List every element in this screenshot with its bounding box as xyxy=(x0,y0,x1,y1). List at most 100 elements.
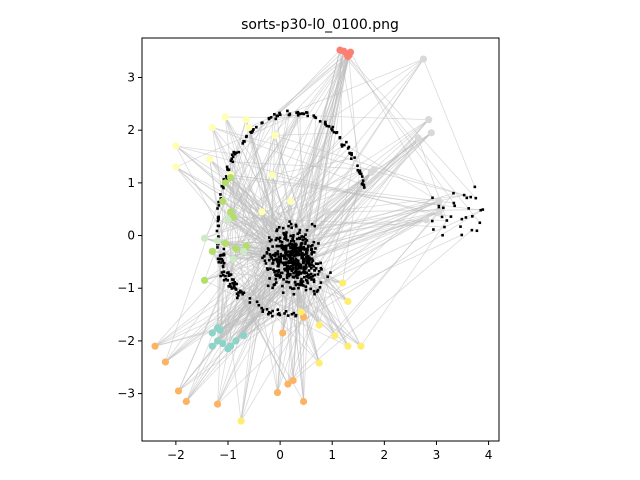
black-point xyxy=(298,231,301,234)
edge-line xyxy=(348,146,440,202)
black-point xyxy=(268,277,271,280)
data-point xyxy=(151,342,159,350)
black-point xyxy=(222,261,226,265)
black-point xyxy=(216,257,220,261)
black-point xyxy=(290,243,293,246)
black-point xyxy=(266,268,270,271)
edge-line xyxy=(175,145,443,218)
black-point xyxy=(296,261,300,264)
black-point xyxy=(361,183,365,186)
black-point xyxy=(283,312,286,315)
edge-line xyxy=(311,137,419,280)
black-point xyxy=(304,247,308,251)
black-point xyxy=(290,312,294,316)
black-point xyxy=(292,259,295,263)
black-point xyxy=(286,314,290,317)
black-point xyxy=(282,255,286,259)
edge-line xyxy=(272,158,352,176)
edge-line xyxy=(230,174,454,204)
edge-line xyxy=(165,267,301,363)
black-point xyxy=(277,226,281,229)
black-point xyxy=(243,140,246,143)
black-point xyxy=(292,249,296,252)
edge-line xyxy=(275,58,424,120)
black-point xyxy=(300,242,303,245)
black-point xyxy=(276,313,280,316)
edge-line xyxy=(274,135,471,198)
black-point xyxy=(282,231,285,235)
black-point xyxy=(270,238,273,242)
black-point xyxy=(285,274,289,277)
black-point xyxy=(315,290,319,293)
edge-line xyxy=(217,276,281,405)
black-point xyxy=(278,236,282,240)
black-point xyxy=(273,254,277,258)
black-point xyxy=(225,177,229,180)
edge-line xyxy=(178,311,270,392)
data-point xyxy=(315,359,323,367)
edge-line xyxy=(217,122,263,341)
black-point xyxy=(224,277,228,281)
black-point xyxy=(277,274,281,277)
black-point xyxy=(275,274,278,278)
data-point xyxy=(208,329,216,337)
black-point xyxy=(303,271,306,275)
black-point xyxy=(236,296,239,300)
black-point xyxy=(222,278,226,282)
black-point xyxy=(257,303,261,307)
black-point xyxy=(298,283,301,287)
edge-line xyxy=(220,211,440,260)
edge-line xyxy=(212,251,235,289)
edge-line xyxy=(234,172,372,283)
black-point xyxy=(300,112,304,115)
black-point xyxy=(289,258,293,262)
black-point xyxy=(301,235,305,239)
black-point xyxy=(244,135,248,139)
black-point xyxy=(227,274,231,277)
data-point xyxy=(242,116,250,124)
black-point xyxy=(241,142,245,145)
data-point xyxy=(357,342,365,350)
black-point xyxy=(314,267,318,270)
black-point xyxy=(279,275,283,278)
black-point xyxy=(276,250,280,253)
edge-line xyxy=(240,272,331,422)
black-point xyxy=(309,266,313,270)
black-point xyxy=(464,216,468,219)
edge-line xyxy=(219,255,362,347)
x-tick-label: 2 xyxy=(381,448,389,462)
edge-line xyxy=(227,219,284,234)
black-point xyxy=(229,285,233,288)
black-point xyxy=(305,111,309,114)
black-point xyxy=(300,277,303,281)
black-point xyxy=(295,270,298,274)
edge-line xyxy=(178,112,299,392)
black-point xyxy=(234,282,238,286)
black-point xyxy=(432,228,435,231)
black-point xyxy=(287,274,291,278)
black-point xyxy=(299,283,303,287)
data-point xyxy=(221,239,229,248)
black-point xyxy=(234,287,238,291)
edge-line xyxy=(325,58,424,123)
black-point xyxy=(452,191,455,195)
edge-line xyxy=(350,52,433,198)
edge-line xyxy=(219,119,429,256)
black-point xyxy=(275,236,279,240)
black-point xyxy=(443,225,446,229)
black-point xyxy=(230,157,233,161)
edge-line xyxy=(290,126,334,202)
black-point xyxy=(313,224,317,228)
data-point xyxy=(221,113,229,121)
black-point xyxy=(292,271,295,275)
data-point xyxy=(232,337,240,345)
black-point xyxy=(221,253,224,257)
black-point xyxy=(280,246,284,250)
black-point xyxy=(267,258,271,262)
black-point xyxy=(283,254,286,257)
black-point xyxy=(287,267,291,270)
black-point xyxy=(221,273,225,277)
black-point xyxy=(216,219,220,223)
black-point xyxy=(251,128,255,131)
black-point xyxy=(219,257,222,261)
